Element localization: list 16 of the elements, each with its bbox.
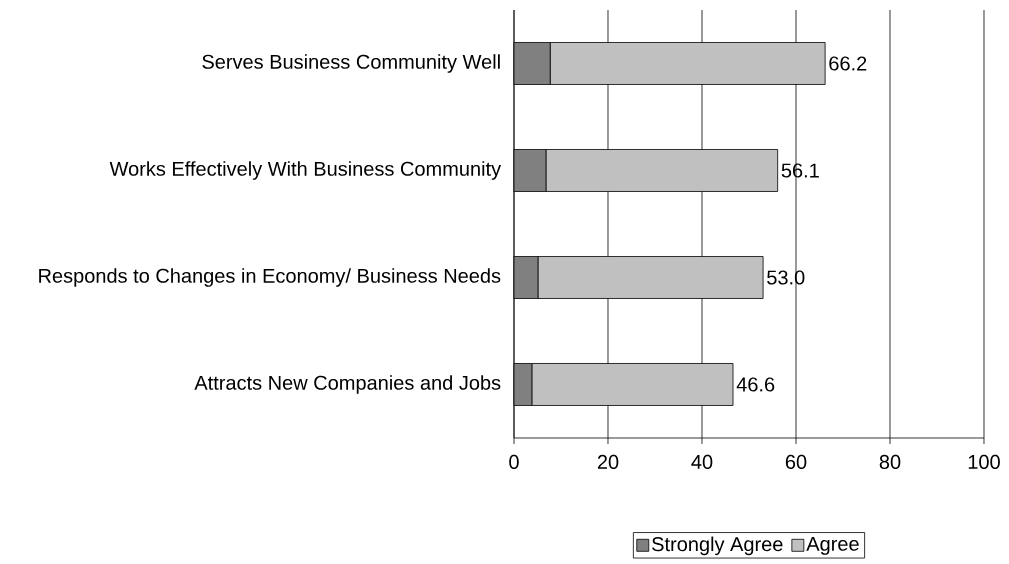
y-tick-label: Attracts New Companies and Jobs [194,375,501,394]
total-label: 56.1 [781,163,819,178]
legend-label: Strongly Agree [652,536,783,556]
y-tick-label: Serves Business Community Well [202,54,500,73]
legend-label: Agree [806,536,859,555]
total-label: 46.6 [736,377,775,392]
x-tick-label: 40 [691,454,713,470]
x-tick-label: 60 [785,454,807,470]
y-tick-label: Works Effectively With Business Community [109,161,502,180]
total-label: 53.0 [767,270,805,285]
x-tick-label: 20 [597,454,619,470]
y-tick-label: Responds to Changes in Economy/ Business Needs [39,268,501,287]
x-tick-label: 80 [879,454,901,470]
x-tick-label: 0 [509,454,519,470]
total-label: 66.2 [829,56,867,71]
x-tick-label: 100 [968,454,1000,470]
